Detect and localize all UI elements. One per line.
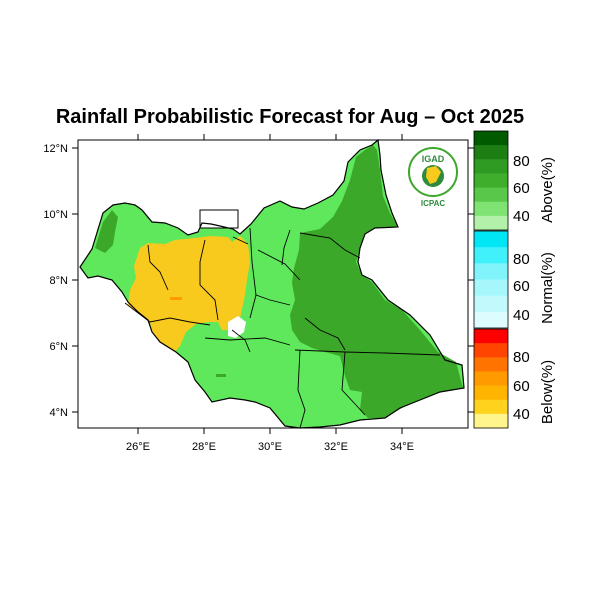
- legend-above-swatch: [474, 173, 508, 188]
- map-title: Rainfall Probabilistic Forecast for Aug …: [55, 106, 525, 128]
- state-boundaries: [124, 227, 441, 429]
- country-outline: [79, 138, 465, 429]
- legend-normal-swatch: [474, 311, 508, 329]
- legend-below-swatch: [474, 343, 508, 358]
- region-above-dark-west: [95, 210, 118, 253]
- legend-below-swatch: [474, 385, 508, 401]
- lon-label: 26°E: [126, 441, 150, 453]
- legend-above-swatch: [474, 215, 508, 231]
- legend-above-swatch: [474, 145, 508, 160]
- legend-normal-swatch: [474, 263, 508, 280]
- lat-label: 12°N: [43, 143, 68, 155]
- legend-below-tick: 40: [513, 406, 530, 423]
- legend-below-swatch: [474, 329, 508, 344]
- icpac-logo: IGAD ICPAC: [408, 147, 458, 208]
- legend-below-tick: 80: [513, 349, 530, 366]
- lat-axis: 12°N 10°N 8°N 6°N 4°N: [43, 143, 474, 419]
- legend-above-swatch: [474, 201, 508, 217]
- legend-above-swatch: [474, 187, 508, 203]
- lon-label: 30°E: [258, 441, 282, 453]
- region-below: [128, 236, 250, 352]
- legend-normal: [473, 230, 509, 329]
- legend-normal-tick: 80: [513, 251, 530, 268]
- lon-label: 32°E: [324, 441, 348, 453]
- legend-normal-swatch: [474, 247, 508, 264]
- region-nodata: [228, 316, 246, 338]
- below-spot: [170, 297, 182, 300]
- legend-normal-swatch: [474, 231, 508, 248]
- legend-normal-tick: 40: [513, 307, 530, 324]
- legend-above-swatch: [474, 131, 508, 146]
- logo-icpac-text: ICPAC: [421, 199, 446, 208]
- lat-label: 10°N: [43, 209, 68, 221]
- legend-below-tick: 60: [513, 378, 530, 395]
- legend-normal-swatch: [474, 295, 508, 313]
- legend-below-title: Below(%): [539, 360, 556, 424]
- legend-above-tick: 60: [513, 180, 530, 197]
- legend-normal-tick: 60: [513, 278, 530, 295]
- legend-normal-title: Normal(%): [539, 252, 556, 324]
- legend-below-swatch: [474, 413, 508, 429]
- legend-normal-border: [473, 230, 509, 329]
- legend-below-swatch: [474, 371, 508, 386]
- above-spot: [216, 374, 226, 377]
- region-above-dark-east: [290, 145, 463, 418]
- legend-below-swatch: [474, 357, 508, 372]
- lat-label: 8°N: [50, 275, 69, 287]
- lat-label: 4°N: [50, 407, 69, 419]
- legend-above-tick: 40: [513, 208, 530, 225]
- legend-below-swatch: [474, 399, 508, 415]
- legend-below-border: [473, 328, 509, 429]
- lon-label: 34°E: [390, 441, 414, 453]
- legend-below: [473, 328, 509, 429]
- legend-above-title: Above(%): [539, 157, 556, 223]
- lon-label: 28°E: [192, 441, 216, 453]
- legend-normal-swatch: [474, 279, 508, 297]
- legend-above-border: [473, 130, 509, 231]
- logo-igad-text: IGAD: [422, 154, 445, 164]
- legend-above-tick: 80: [513, 153, 530, 170]
- lat-label: 6°N: [50, 341, 69, 353]
- legend-above: [473, 130, 509, 231]
- lon-axis: 26°E 28°E 30°E 32°E 34°E: [126, 134, 414, 453]
- legend-above-swatch: [474, 159, 508, 174]
